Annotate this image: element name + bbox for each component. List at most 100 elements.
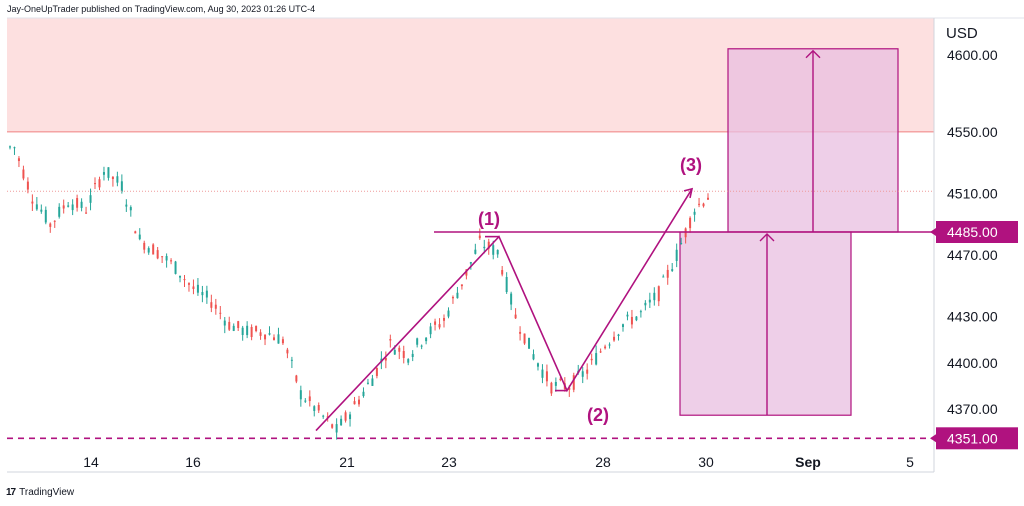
candle-body [621,324,624,328]
candle-body [398,347,401,352]
symbol-name: S&P 500 E-mini Futures, 1h, CME [11,24,133,33]
candle-body [456,292,459,299]
candle-body [438,324,441,328]
candle-body [626,314,629,317]
candle-body [505,276,508,292]
candle-body [80,201,83,208]
candle-body [129,207,132,211]
x-tick-label: 16 [185,454,201,470]
candle-body [196,284,199,293]
candle-body [599,351,602,353]
candle-body [545,371,548,382]
y-tick-label: 4470.00 [947,247,998,263]
candle-body [657,286,660,302]
candle-body [268,333,271,335]
candle-body [684,228,687,238]
candle-body [67,205,70,207]
candle-body [290,359,293,361]
candle-body [501,270,504,275]
candle-body [563,383,566,390]
candle-body [26,181,29,190]
candle-body [613,336,616,341]
candle-body [255,326,258,332]
candle-body [519,331,522,334]
candle-body [53,220,56,222]
y-tick-label: 4600.00 [947,47,998,63]
candle-body [469,262,472,264]
price-label-bg [936,221,1018,243]
candle-body [425,337,428,342]
symbol-info: S&P 500 E-mini Futures, 1h, CME O4511.75… [11,24,358,33]
candle-body [568,387,571,390]
tradingview-brand: TradingView [19,487,75,498]
candle-body [595,353,598,365]
candle-body [331,424,334,428]
candle-body [17,158,20,162]
candle-body [138,234,141,240]
candle-body [371,378,374,386]
ohlc-change: -0.25 (−0.01%) [304,24,358,33]
candle-body [590,358,593,361]
candle-body [192,286,195,289]
candle-body [44,209,47,223]
candle-body [71,204,74,211]
candle-body [89,195,92,203]
candle-body [380,358,383,363]
candle-body [653,292,656,301]
candle-body [241,327,244,336]
candle-body [648,299,651,303]
candle-body [272,337,275,341]
candle-body [299,390,302,400]
candle-body [308,396,311,402]
price-label-text: 4485.00 [947,224,998,240]
tradingview-mark-icon: 17 [6,487,16,498]
candle-body [487,241,490,249]
candle-body [295,375,298,382]
candle-body [214,304,217,309]
price-label-pointer [930,228,936,236]
candle-body [572,375,575,390]
candle-body [375,367,378,376]
tradingview-logo[interactable]: 17 TradingView [6,487,74,498]
candle-body [384,357,387,361]
candle-body [707,197,709,200]
x-tick-label: Sep [795,454,821,470]
lower-measured-box [679,231,852,416]
ohlc-close: C4511.50 [263,24,298,33]
candle-body [111,176,114,180]
candle-body [693,211,696,215]
wave-label-1: (1) [478,209,500,229]
ohlc-high: H4514.00 [181,24,216,33]
candle-body [577,370,580,374]
candle-body [550,382,553,394]
candle-body [210,302,213,308]
wave-label-2: (2) [587,405,609,425]
x-tick-label: 5 [906,454,914,470]
candle-body [407,359,410,363]
candle-body [326,416,329,418]
candle-body [223,320,226,326]
candle-body [281,339,284,344]
candle-body [366,382,369,384]
candle-body [460,284,463,287]
candle-body [232,325,235,331]
candle-body [554,381,557,386]
candle-body [635,316,638,321]
candle-body [313,406,316,411]
candle-body [541,369,544,378]
currency-label[interactable]: USD [946,25,978,42]
candle-body [478,235,481,239]
candle-body [102,172,105,175]
candle-body [264,334,267,340]
candle-body [604,346,607,349]
candle-body [174,261,177,274]
candle-body [451,296,454,299]
candle-body [429,326,432,335]
y-tick-label: 4510.00 [947,186,998,202]
candle-body [143,242,146,250]
candle-body [532,354,535,360]
candle-body [617,334,620,336]
x-tick-label: 21 [339,454,355,470]
candle-body [31,201,34,204]
